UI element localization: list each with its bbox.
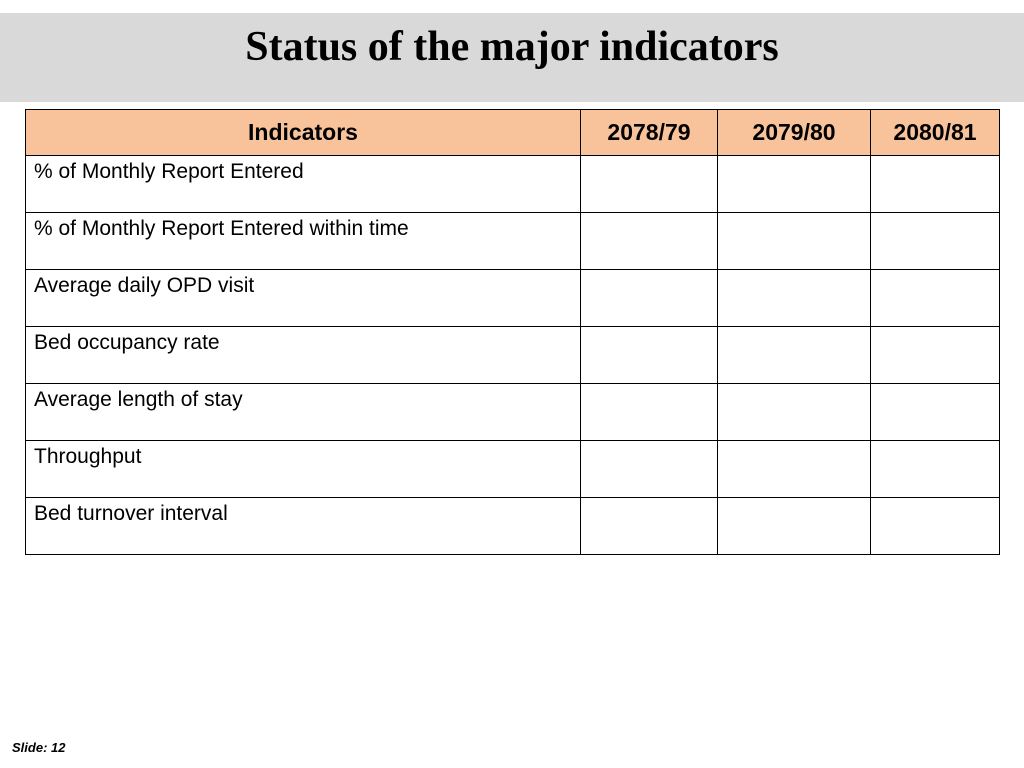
table-row: % of Monthly Report Entered within time: [25, 212, 1000, 270]
value-cell-2079-80: [717, 269, 871, 327]
value-cell-2079-80: [717, 383, 871, 441]
value-cell-2080-81: [870, 269, 1000, 327]
table-row: % of Monthly Report Entered: [25, 155, 1000, 213]
value-cell-2079-80: [717, 497, 871, 555]
value-cell-2078-79: [580, 155, 718, 213]
value-cell-2078-79: [580, 440, 718, 498]
table-header-row: Indicators 2078/79 2079/80 2080/81: [25, 109, 1000, 156]
value-cell-2080-81: [870, 383, 1000, 441]
value-cell-2080-81: [870, 155, 1000, 213]
value-cell-2078-79: [580, 269, 718, 327]
value-cell-2080-81: [870, 212, 1000, 270]
indicator-cell: Average length of stay: [25, 383, 581, 441]
value-cell-2080-81: [870, 440, 1000, 498]
indicator-cell: Throughput: [25, 440, 581, 498]
table-row: Bed occupancy rate: [25, 326, 1000, 384]
header-2079-80: 2079/80: [717, 109, 871, 156]
indicator-cell: Bed turnover interval: [25, 497, 581, 555]
table-row: Bed turnover interval: [25, 497, 1000, 555]
indicators-table-container: Indicators 2078/79 2079/80 2080/81 % of …: [25, 109, 1000, 555]
slide-number: Slide: 12: [12, 740, 66, 755]
header-indicators: Indicators: [25, 109, 581, 156]
indicator-cell: % of Monthly Report Entered: [25, 155, 581, 213]
indicators-table: Indicators 2078/79 2079/80 2080/81 % of …: [25, 109, 1000, 555]
value-cell-2078-79: [580, 326, 718, 384]
value-cell-2080-81: [870, 497, 1000, 555]
value-cell-2079-80: [717, 326, 871, 384]
value-cell-2078-79: [580, 383, 718, 441]
value-cell-2078-79: [580, 497, 718, 555]
value-cell-2080-81: [870, 326, 1000, 384]
header-2080-81: 2080/81: [870, 109, 1000, 156]
table-row: Average length of stay: [25, 383, 1000, 441]
indicator-cell: % of Monthly Report Entered within time: [25, 212, 581, 270]
header-2078-79: 2078/79: [580, 109, 718, 156]
slide-title: Status of the major indicators: [245, 24, 779, 70]
title-bar: [0, 13, 1024, 102]
indicator-cell: Average daily OPD visit: [25, 269, 581, 327]
indicator-cell: Bed occupancy rate: [25, 326, 581, 384]
value-cell-2079-80: [717, 440, 871, 498]
table-row: Average daily OPD visit: [25, 269, 1000, 327]
value-cell-2079-80: [717, 212, 871, 270]
value-cell-2079-80: [717, 155, 871, 213]
value-cell-2078-79: [580, 212, 718, 270]
table-row: Throughput: [25, 440, 1000, 498]
